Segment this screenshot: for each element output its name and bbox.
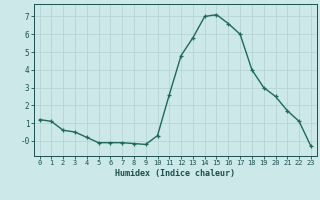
- X-axis label: Humidex (Indice chaleur): Humidex (Indice chaleur): [115, 169, 235, 178]
